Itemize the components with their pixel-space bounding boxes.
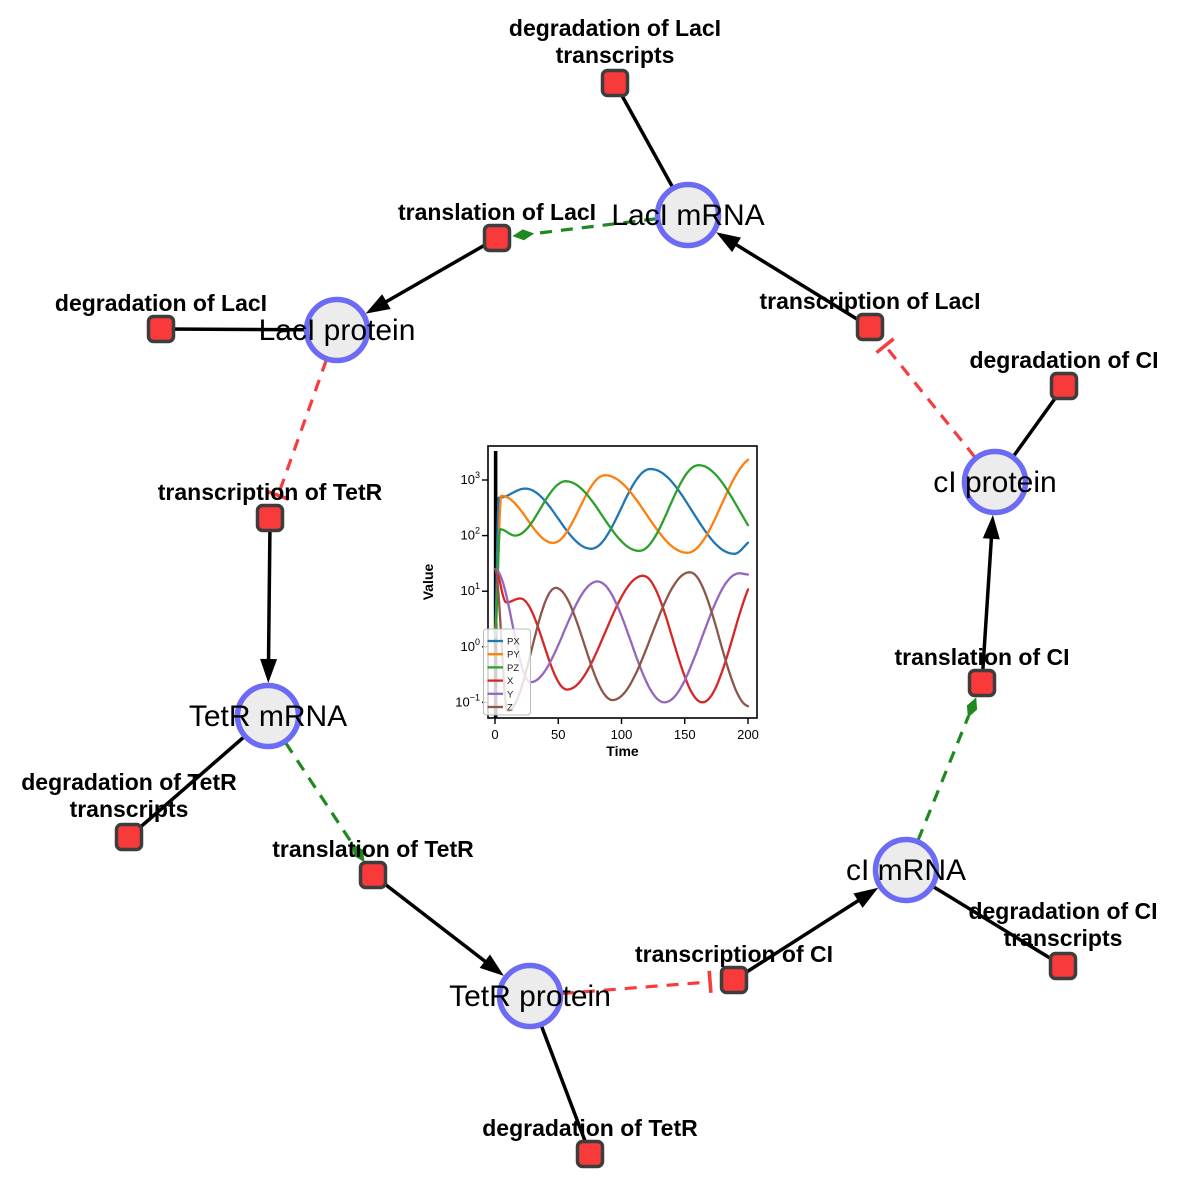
reaction-node-translation-tetr xyxy=(358,860,388,890)
species-node-tetr-mrna xyxy=(234,682,302,750)
reaction-node-transcription-ci xyxy=(719,965,749,995)
modifier-arrowhead xyxy=(966,697,978,718)
edge-tetr-protein-to-deg-tetr xyxy=(539,1025,592,1155)
reaction-node-transcription-laci xyxy=(855,312,885,342)
reaction-label-deg-tetr-transcripts: transcripts xyxy=(70,796,189,822)
arrowhead xyxy=(982,514,1000,540)
edge-tetr-mrna-to-translation-tetr xyxy=(284,741,365,863)
reaction-node-translation-ci xyxy=(967,668,997,698)
inhibition-tbar xyxy=(875,337,895,355)
reaction-label-translation-laci: translation of LacI xyxy=(398,199,596,225)
y-tick-label: 10−1 xyxy=(455,692,480,709)
chart-series-PY xyxy=(493,458,750,632)
species-label-ci-mrna: cI mRNA xyxy=(846,854,966,887)
reaction-label-transcription-ci: transcription of CI xyxy=(635,941,833,967)
edge-laci-mrna-to-deg-laci-transcripts xyxy=(613,82,675,188)
x-tick-label: 200 xyxy=(737,727,759,742)
y-axis-title: Value xyxy=(420,564,436,601)
reaction-label-transcription-tetr: transcription of TetR xyxy=(158,479,383,505)
modifier-arrowhead xyxy=(352,843,365,863)
reaction-label-deg-ci-transcripts: transcripts xyxy=(1004,925,1123,951)
edge-transcription-laci-to-laci-mrna xyxy=(716,232,860,322)
legend-label-Y: Y xyxy=(507,689,514,700)
edge-transcription-tetr-to-tetr-mrna xyxy=(260,531,278,683)
y-tick-label: 101 xyxy=(461,581,480,598)
edge-translation-tetr-to-tetr-protein xyxy=(383,882,504,976)
edge-laci-protein-to-deg-laci xyxy=(160,327,306,332)
x-axis-title: Time xyxy=(606,743,639,759)
edge-ci-protein-to-transcription-laci xyxy=(875,337,977,459)
species-node-ci-protein xyxy=(961,448,1029,516)
species-node-laci-mrna xyxy=(654,181,722,249)
legend-label-PX: PX xyxy=(507,637,520,648)
chart-axes-box xyxy=(487,445,758,719)
legend-label-X: X xyxy=(507,676,514,687)
reaction-node-deg-ci-transcripts xyxy=(1048,951,1078,981)
arrowhead xyxy=(853,887,879,908)
x-tick-label: 100 xyxy=(611,727,633,742)
edges-layer xyxy=(127,82,1066,1155)
arrowhead xyxy=(260,658,278,683)
legend-label-Z: Z xyxy=(507,703,513,714)
chart-legend: PX PY PZ XYZ xyxy=(483,628,531,716)
species-label-tetr-mrna: TetR mRNA xyxy=(189,700,347,733)
chart-series-X xyxy=(493,567,750,704)
reaction-node-deg-laci xyxy=(146,314,176,344)
reaction-label-deg-tetr-transcripts: degradation of TetR xyxy=(21,769,237,795)
reaction-label-deg-laci-transcripts: degradation of LacI xyxy=(509,15,721,41)
species-node-laci-protein xyxy=(303,296,371,364)
species-node-tetr-protein xyxy=(496,962,564,1030)
species-label-ci-protein: cI protein xyxy=(933,466,1056,499)
arrowhead xyxy=(365,294,391,314)
x-tick-label: 0 xyxy=(491,727,498,742)
species-node-ci-mrna xyxy=(872,836,940,904)
edge-transcription-ci-to-ci-mrna xyxy=(744,887,879,974)
nodes-layer xyxy=(114,68,1079,1169)
reaction-node-deg-tetr xyxy=(575,1139,605,1169)
reaction-label-deg-tetr: degradation of TetR xyxy=(482,1115,698,1141)
chart-series-PZ xyxy=(493,463,750,639)
reaction-label-deg-laci: degradation of LacI xyxy=(55,290,267,316)
reaction-label-deg-ci-transcripts: degradation of CI xyxy=(968,898,1157,924)
species-label-laci-mrna: LacI mRNA xyxy=(611,199,764,232)
y-tick-label: 103 xyxy=(461,470,480,487)
arrowhead xyxy=(479,954,504,976)
reaction-node-deg-ci xyxy=(1049,371,1079,401)
y-tick-label: 102 xyxy=(461,526,480,543)
edge-laci-protein-to-transcription-tetr xyxy=(267,359,328,501)
modifier-arrowhead xyxy=(512,229,535,241)
species-label-laci-protein: LacI protein xyxy=(259,314,416,347)
reaction-label-deg-ci: degradation of CI xyxy=(969,347,1158,373)
chart-series-PX xyxy=(493,467,750,632)
edge-translation-ci-to-ci-protein xyxy=(981,514,1000,670)
labels-layer: degradation of LacItranscriptstranslatio… xyxy=(21,15,1158,1141)
reaction-node-translation-laci xyxy=(482,223,512,253)
species-label-tetr-protein: TetR protein xyxy=(449,980,611,1013)
edge-tetr-mrna-to-deg-tetr-transcripts xyxy=(127,735,246,839)
arrowhead xyxy=(716,232,741,253)
x-tick-label: 150 xyxy=(674,727,696,742)
edge-laci-mrna-to-translation-laci xyxy=(512,217,657,241)
reaction-label-deg-laci-transcripts: transcripts xyxy=(556,42,675,68)
edge-translation-laci-to-laci-protein xyxy=(365,243,486,314)
legend-label-PZ: PZ xyxy=(507,663,519,674)
inhibition-tbar xyxy=(267,490,290,501)
y-tick-label: 100 xyxy=(461,637,480,654)
reaction-label-transcription-laci: transcription of LacI xyxy=(759,288,980,314)
x-tick-label: 50 xyxy=(551,727,565,742)
reaction-label-translation-ci: translation of CI xyxy=(894,644,1069,670)
legend-label-PY: PY xyxy=(507,650,520,661)
reaction-node-deg-laci-transcripts xyxy=(600,68,630,98)
edge-tetr-protein-to-transcription-ci xyxy=(561,970,713,996)
edge-ci-mrna-to-deg-ci-transcripts xyxy=(932,885,1064,968)
edge-ci-mrna-to-translation-ci xyxy=(916,697,978,842)
reaction-node-transcription-tetr xyxy=(255,503,285,533)
time-series-chart: 0 50 100 150 20010310210110010−1TimeValuePXP… xyxy=(420,445,759,759)
reaction-label-translation-tetr: translation of TetR xyxy=(272,836,474,862)
reaction-node-deg-tetr-transcripts xyxy=(114,822,144,852)
inhibition-tbar xyxy=(707,970,713,993)
